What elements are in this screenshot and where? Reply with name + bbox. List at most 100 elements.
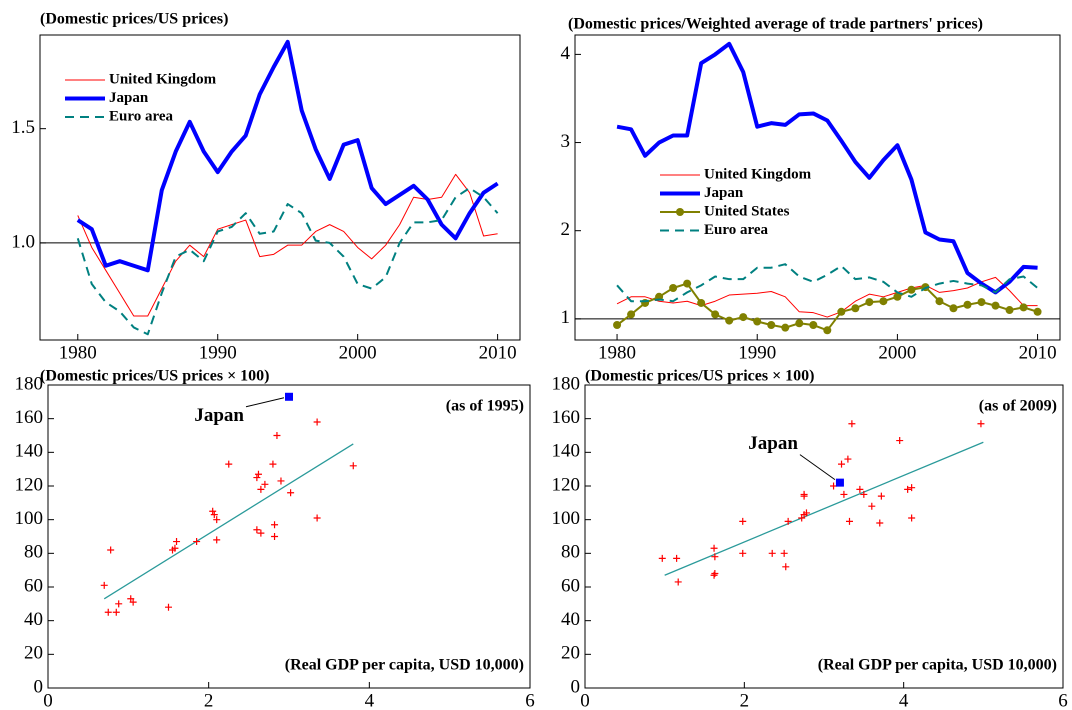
scatter-point bbox=[868, 502, 876, 510]
scatter-point bbox=[802, 509, 810, 517]
y-tick-label: 120 bbox=[15, 474, 44, 495]
y-tick-label: 4 bbox=[561, 43, 571, 64]
series-marker bbox=[963, 300, 972, 309]
y-tick-label: 160 bbox=[552, 407, 581, 428]
series-marker bbox=[809, 321, 818, 330]
y-tick-label: 160 bbox=[15, 407, 44, 428]
scatter-point bbox=[838, 460, 846, 468]
scatter-point bbox=[830, 482, 838, 490]
scatter-point bbox=[896, 437, 904, 445]
y-tick-label: 20 bbox=[24, 643, 43, 664]
scatter-point bbox=[710, 544, 718, 552]
y-tick-label: 60 bbox=[561, 575, 580, 596]
scatter-point bbox=[658, 554, 666, 562]
x-tick-label: 2 bbox=[740, 690, 750, 710]
x-tick-label: 2010 bbox=[479, 342, 517, 363]
scatter-point bbox=[271, 521, 279, 529]
plot-frame bbox=[39, 34, 521, 341]
x-axis-label: (Real GDP per capita, USD 10,000) bbox=[285, 657, 524, 674]
scatter-point bbox=[104, 608, 112, 616]
plot-frame bbox=[47, 384, 531, 689]
series-line bbox=[616, 263, 1039, 303]
legend-label: United Kingdom bbox=[704, 166, 812, 182]
series-marker bbox=[823, 326, 832, 335]
highlight-point bbox=[835, 478, 844, 487]
series-line bbox=[76, 187, 499, 336]
scatter-point bbox=[115, 600, 123, 608]
scatter-point bbox=[129, 598, 137, 606]
scatter-point bbox=[193, 538, 201, 546]
series-marker bbox=[865, 298, 874, 307]
highlight-point bbox=[285, 392, 293, 401]
scatter-point bbox=[739, 549, 747, 557]
highlight-label: Japan bbox=[748, 433, 798, 454]
series-marker bbox=[935, 297, 944, 306]
series-line bbox=[616, 276, 1038, 318]
x-tick-label: 4 bbox=[899, 690, 909, 710]
legend-label: Japan bbox=[704, 185, 744, 201]
scatter-point bbox=[107, 546, 115, 554]
y-tick-label: 1 bbox=[561, 307, 571, 328]
scatter-point bbox=[273, 432, 281, 439]
y-tick-label: 0 bbox=[571, 676, 581, 697]
trend-line bbox=[664, 441, 984, 576]
scatter-point bbox=[210, 511, 218, 519]
series-marker bbox=[1019, 303, 1028, 312]
x-axis-label: (Real GDP per capita, USD 10,000) bbox=[818, 657, 1057, 674]
y-tick-label: 0 bbox=[34, 676, 44, 697]
series-marker bbox=[683, 279, 692, 288]
scatter-point bbox=[856, 485, 864, 493]
series-marker bbox=[781, 323, 790, 332]
series-line bbox=[616, 282, 1038, 332]
scatter-point bbox=[287, 489, 295, 497]
series-marker bbox=[837, 307, 846, 316]
scatter-point bbox=[877, 492, 885, 500]
chart-title: (Domestic prices/US prices × 100) bbox=[40, 368, 270, 385]
x-tick-label: 6 bbox=[525, 690, 535, 710]
scatter-point bbox=[171, 544, 179, 552]
x-tick-label: 2 bbox=[204, 690, 214, 710]
plot-frame bbox=[584, 384, 1064, 689]
scatter-point bbox=[225, 460, 233, 468]
series-line bbox=[76, 39, 499, 273]
scatter-point bbox=[277, 477, 285, 485]
scatter-point bbox=[100, 581, 108, 589]
series-marker bbox=[949, 304, 958, 313]
y-tick-label: 80 bbox=[24, 542, 43, 563]
note: (as of 2009) bbox=[979, 398, 1057, 415]
scatter-point bbox=[977, 420, 985, 428]
series-line bbox=[77, 173, 498, 317]
series-marker bbox=[1033, 307, 1042, 316]
series-marker bbox=[739, 313, 748, 322]
series-marker bbox=[1005, 306, 1014, 315]
scatter-point bbox=[257, 485, 265, 493]
scatter-point bbox=[261, 480, 269, 488]
scatter-point bbox=[860, 490, 868, 498]
legend-label: United Kingdom bbox=[109, 71, 217, 87]
x-tick-label: 2000 bbox=[339, 342, 377, 363]
x-tick-label: 1990 bbox=[199, 342, 237, 363]
scatter-point bbox=[165, 603, 172, 611]
scatter-point bbox=[313, 418, 321, 426]
series-marker bbox=[725, 316, 734, 325]
scatter-point bbox=[209, 507, 217, 515]
y-tick-label: 1.0 bbox=[11, 231, 35, 252]
scatter-point bbox=[780, 549, 788, 557]
series-marker bbox=[753, 317, 762, 326]
x-tick-label: 0 bbox=[580, 690, 590, 710]
legend-marker bbox=[676, 208, 684, 216]
legend-label: Japan bbox=[109, 90, 149, 106]
scatter-point bbox=[739, 517, 747, 525]
highlight-label: Japan bbox=[194, 405, 244, 426]
scatter-point bbox=[313, 514, 321, 522]
y-tick-label: 1.5 bbox=[11, 117, 35, 138]
scatter-point bbox=[271, 533, 279, 540]
x-tick-label: 2010 bbox=[1019, 342, 1057, 363]
series-marker bbox=[907, 285, 916, 294]
scatter-point bbox=[349, 462, 357, 470]
scatter-point bbox=[844, 455, 852, 463]
scatter-point bbox=[845, 517, 853, 525]
scatter-point bbox=[800, 490, 808, 498]
scatter-point bbox=[711, 553, 719, 561]
